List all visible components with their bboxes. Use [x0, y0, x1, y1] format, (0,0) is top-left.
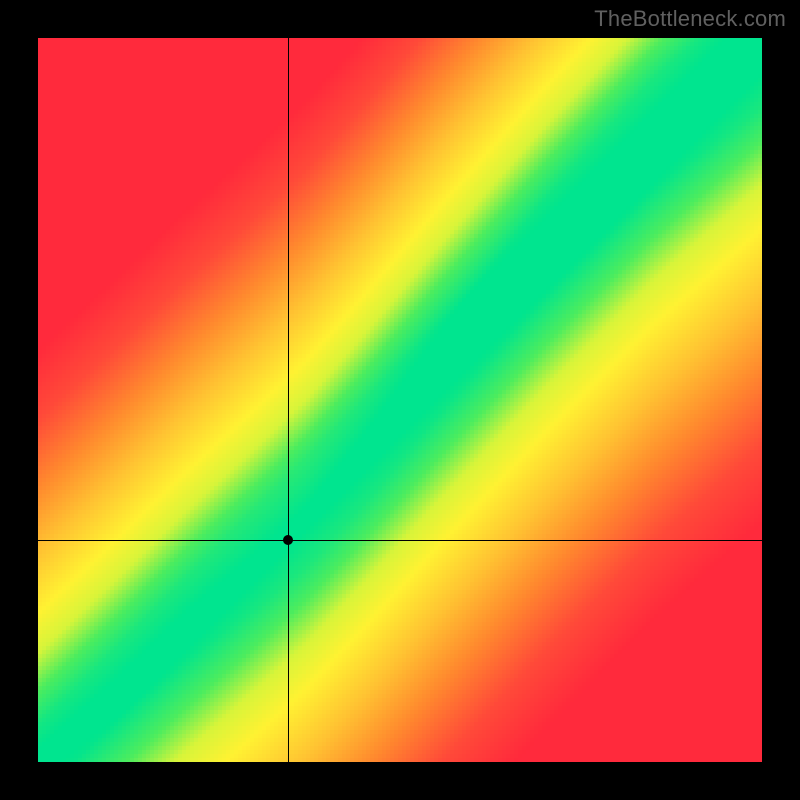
heatmap-canvas: [38, 38, 762, 762]
watermark-text: TheBottleneck.com: [594, 6, 786, 32]
crosshair-marker: [283, 535, 293, 545]
heatmap-plot: [38, 38, 762, 762]
crosshair-horizontal: [38, 540, 762, 541]
crosshair-vertical: [288, 38, 289, 762]
